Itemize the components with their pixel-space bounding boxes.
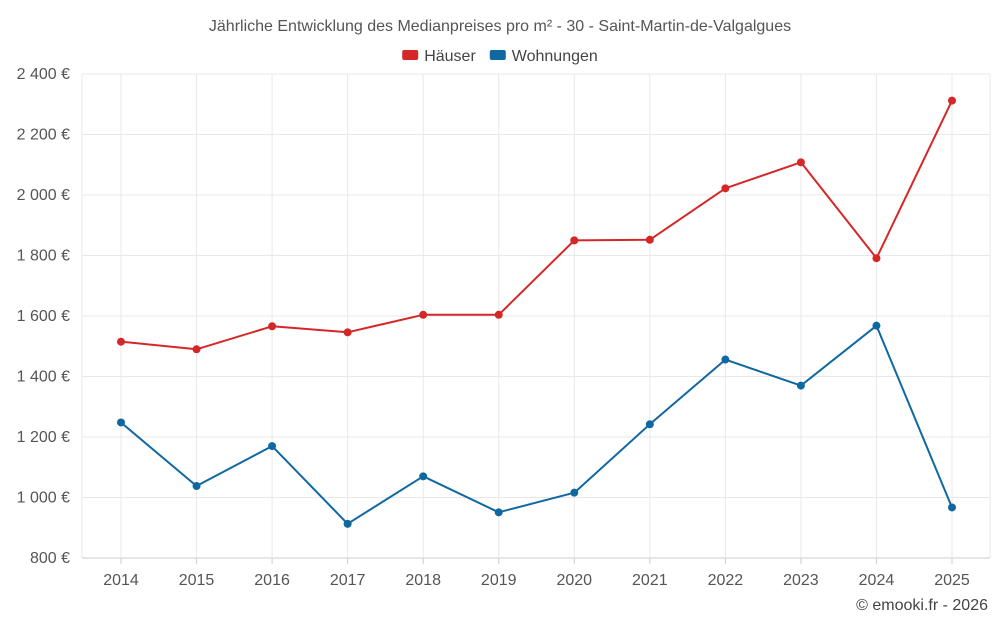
data-point[interactable] <box>872 321 881 330</box>
x-tick-label: 2024 <box>859 572 895 589</box>
x-tick-label: 2023 <box>783 572 819 589</box>
data-point[interactable] <box>343 328 352 337</box>
data-point[interactable] <box>721 184 730 193</box>
data-point[interactable] <box>117 418 125 427</box>
series-line-0 <box>120 100 953 351</box>
y-tick-label: 2 200 € <box>17 127 70 144</box>
x-tick-label: 2025 <box>934 572 970 589</box>
series-layer <box>117 96 956 528</box>
legend[interactable]: Häuser Wohnungen <box>402 48 598 65</box>
x-tick-label: 2020 <box>556 572 592 589</box>
data-point[interactable] <box>343 519 352 528</box>
y-tick-label: 1 600 € <box>17 308 70 325</box>
data-point[interactable] <box>570 236 579 245</box>
legend-item-0[interactable]: Häuser <box>402 48 476 65</box>
data-point[interactable] <box>570 488 579 497</box>
data-point[interactable] <box>645 235 654 244</box>
data-point[interactable] <box>796 158 805 167</box>
data-point[interactable] <box>948 503 956 512</box>
y-axis: 800 € 1 000 € 1 200 € 1 400 € 1 600 € 1 800 €… <box>17 66 70 567</box>
x-tick-label: 2018 <box>405 572 441 589</box>
x-tick-label: 2015 <box>179 572 215 589</box>
data-point[interactable] <box>419 310 428 319</box>
y-tick-label: 1 000 € <box>17 490 70 507</box>
x-tick-label: 2019 <box>481 572 517 589</box>
legend-label: Häuser <box>424 48 476 65</box>
data-point[interactable] <box>192 482 201 491</box>
x-tick-label: 2021 <box>632 572 668 589</box>
data-point[interactable] <box>117 337 125 346</box>
y-tick-label: 1 200 € <box>17 429 70 446</box>
y-tick-label: 1 400 € <box>17 369 70 386</box>
data-point[interactable] <box>268 322 277 331</box>
data-point[interactable] <box>419 472 428 481</box>
x-tick-label: 2022 <box>708 572 744 589</box>
y-tick-label: 800 € <box>30 550 70 567</box>
data-point[interactable] <box>192 345 201 354</box>
y-tick-label: 2 000 € <box>17 187 70 204</box>
data-point[interactable] <box>268 442 277 451</box>
x-tick-label: 2014 <box>103 572 139 589</box>
y-tick-label: 1 800 € <box>17 248 70 265</box>
data-point[interactable] <box>796 381 805 390</box>
chart-title: Jährliche Entwicklung des Medianpreises … <box>209 18 791 35</box>
legend-swatch <box>402 50 419 60</box>
y-tick-label: 2 400 € <box>17 66 70 83</box>
x-tick-label: 2017 <box>330 572 366 589</box>
data-point[interactable] <box>721 355 730 364</box>
credit-text: © emooki.fr - 2026 <box>856 597 988 614</box>
legend-label: Wohnungen <box>512 48 598 65</box>
series-line-1 <box>120 324 953 525</box>
data-point[interactable] <box>872 254 881 263</box>
data-point[interactable] <box>948 96 956 105</box>
x-axis: 2014 2015 2016 2017 2018 2019 2020 2021 2022 2023… <box>103 558 970 589</box>
data-point[interactable] <box>645 420 654 429</box>
x-tick-label: 2016 <box>254 572 290 589</box>
legend-swatch <box>489 50 506 60</box>
grid <box>81 73 991 559</box>
legend-item-1[interactable]: Wohnungen <box>489 48 598 65</box>
data-point[interactable] <box>494 310 503 319</box>
data-point[interactable] <box>494 508 503 517</box>
